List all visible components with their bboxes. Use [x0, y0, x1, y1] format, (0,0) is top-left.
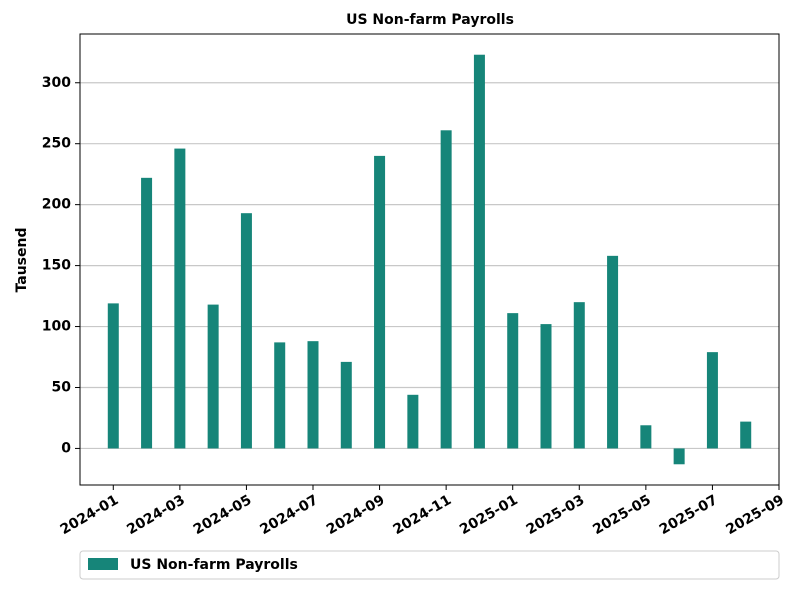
- x-tick-label: 2024-05: [191, 492, 255, 538]
- bar: [107, 303, 119, 449]
- x-tick-label: 2024-03: [124, 492, 188, 538]
- y-tick-label: 150: [42, 258, 71, 274]
- x-tick-label: 2024-01: [58, 492, 122, 538]
- x-tick-label: 2025-05: [590, 492, 654, 538]
- bar: [640, 425, 652, 449]
- chart-title: US Non-farm Payrolls: [346, 12, 514, 28]
- bar: [740, 421, 752, 449]
- bar: [174, 148, 186, 449]
- y-tick-label: 200: [42, 197, 71, 213]
- legend-frame: [79, 550, 780, 580]
- bar: [440, 130, 452, 449]
- bar: [240, 213, 252, 449]
- y-tick-label: 100: [42, 319, 71, 335]
- bar: [407, 394, 419, 449]
- bar: [507, 313, 519, 449]
- bar: [473, 54, 485, 449]
- y-tick-label: 50: [52, 379, 72, 395]
- bar: [207, 304, 219, 449]
- bar: [307, 341, 319, 449]
- bar: [706, 352, 718, 449]
- y-tick-label: 250: [42, 136, 71, 152]
- bar: [607, 255, 619, 449]
- y-tick-label: 300: [42, 75, 71, 91]
- bar: [141, 177, 153, 449]
- x-tick-label: 2025-09: [723, 492, 787, 538]
- legend-swatch: [88, 558, 118, 570]
- legend: US Non-farm Payrolls: [79, 550, 780, 580]
- y-tick-label: 0: [61, 440, 71, 456]
- x-tick-label: 2025-03: [524, 492, 588, 538]
- bar: [340, 361, 352, 449]
- bar: [374, 155, 386, 449]
- bar: [274, 342, 286, 449]
- bar: [673, 448, 685, 465]
- x-tick-label: 2025-01: [457, 492, 521, 538]
- x-tick-label: 2024-09: [324, 492, 388, 538]
- bar: [540, 324, 552, 449]
- y-axis-label: Tausend: [14, 228, 30, 293]
- x-tick-label: 2025-07: [657, 492, 721, 538]
- bar: [573, 302, 585, 449]
- x-tick-label: 2024-11: [390, 492, 454, 538]
- x-tick-label: 2024-07: [257, 492, 321, 538]
- plot-frame: [79, 33, 780, 486]
- legend-label: US Non-farm Payrolls: [130, 557, 298, 573]
